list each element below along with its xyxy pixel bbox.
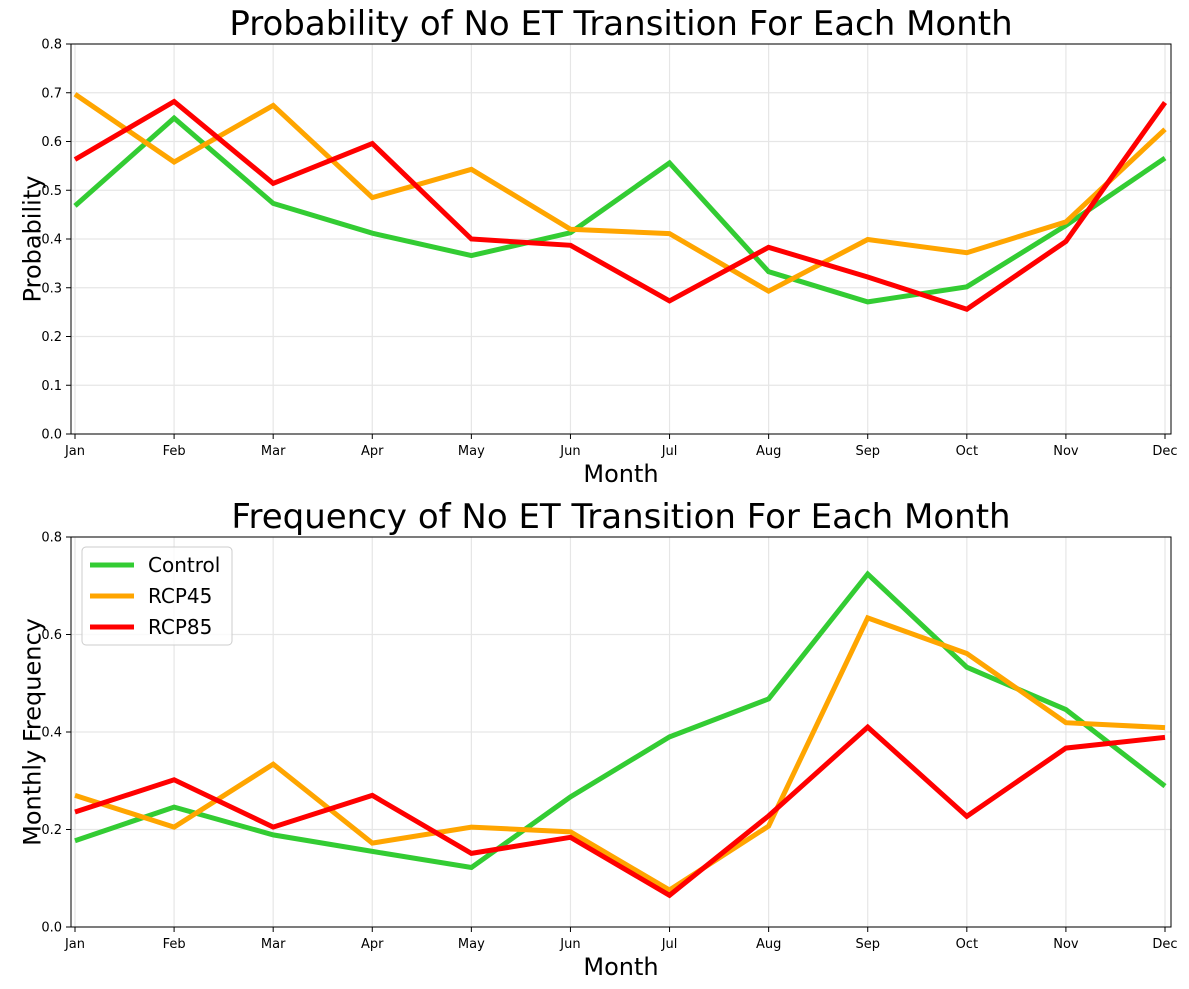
series-line-control [74, 570, 1167, 871]
y-tick-label: 0.6 [41, 135, 62, 150]
x-tick-label: Feb [163, 444, 186, 459]
series-line-rcp85 [73, 98, 1168, 312]
x-tick-label: May [458, 444, 485, 459]
series-line-control [73, 114, 1167, 305]
y-tick-label: 0.8 [41, 531, 62, 546]
x-tick-label: Aug [756, 444, 781, 459]
x-tick-label: Jan [64, 937, 85, 952]
x-tick-label: Oct [956, 444, 978, 459]
y-tick-label: 0.7 [41, 86, 62, 101]
x-tick-label: Jun [559, 937, 580, 952]
legend-label: RCP45 [148, 584, 212, 608]
x-tick-label: Oct [956, 937, 978, 952]
chart-title: Probability of No ET Transition For Each… [229, 4, 1012, 44]
x-tick-label: Jul [661, 444, 678, 459]
frequency-chart: Frequency of No ET Transition For Each M… [18, 497, 1177, 981]
y-tick-label: 0.1 [41, 379, 62, 394]
y-tick-label: 0.0 [41, 921, 62, 936]
x-axis-label: Month [583, 953, 658, 981]
y-tick-label: 0.5 [41, 184, 62, 199]
legend: Control RCP45 RCP85 [81, 546, 233, 646]
x-tick-label: Nov [1053, 937, 1079, 952]
y-tick-label: 0.2 [41, 330, 62, 345]
chart-title: Frequency of No ET Transition For Each M… [231, 497, 1010, 537]
x-tick-label: Jul [661, 937, 678, 952]
legend-label: RCP85 [148, 615, 212, 639]
y-axis-label: Probability [18, 176, 46, 303]
y-axis-label: Monthly Frequency [18, 618, 46, 846]
x-tick-label: Dec [1152, 444, 1177, 459]
x-tick-label: Feb [163, 937, 186, 952]
legend-label: Control [148, 553, 220, 577]
x-tick-label: Jun [559, 444, 580, 459]
x-tick-label: Sep [855, 937, 880, 952]
x-tick-label: Sep [855, 444, 880, 459]
series-line-rcp85 [74, 723, 1166, 899]
series-line-rcp45 [74, 614, 1166, 893]
x-tick-label: Mar [261, 937, 286, 952]
legend-box [81, 546, 233, 646]
x-axis-label: Month [583, 460, 658, 488]
x-tick-label: Jan [64, 444, 85, 459]
x-tick-label: Dec [1152, 937, 1177, 952]
probability-chart: Probability of No ET Transition For Each… [18, 4, 1177, 488]
y-tick-label: 0.3 [41, 281, 62, 296]
y-tick-label: 0.2 [41, 823, 62, 838]
x-tick-label: Mar [261, 444, 286, 459]
x-tick-label: Apr [361, 444, 384, 459]
series-line-rcp45 [73, 92, 1167, 295]
x-tick-label: Nov [1053, 444, 1079, 459]
y-tick-label: 0.8 [41, 38, 62, 53]
y-tick-label: 0.4 [41, 233, 62, 248]
y-tick-label: 0.4 [41, 726, 62, 741]
x-tick-label: Aug [756, 937, 781, 952]
y-tick-label: 0.0 [41, 428, 62, 443]
y-tick-label: 0.6 [41, 628, 62, 643]
x-tick-label: May [458, 937, 485, 952]
x-tick-label: Apr [361, 937, 384, 952]
